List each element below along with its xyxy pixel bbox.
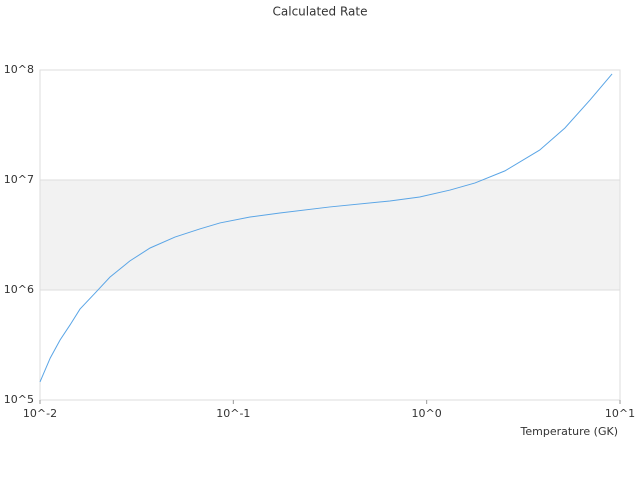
- data-line: [39, 73, 613, 383]
- band: [40, 180, 620, 290]
- chart-title: Calculated Rate: [273, 5, 368, 19]
- x-tick-label: 10^0: [412, 407, 442, 420]
- x-tick-label: 10^-2: [23, 407, 57, 420]
- x-tick-label: 10^1: [605, 407, 635, 420]
- y-tick-label: 10^5: [4, 393, 34, 406]
- x-axis-label: Temperature (GK): [520, 425, 619, 438]
- y-tick-label: 10^8: [4, 63, 34, 76]
- y-tick-label: 10^6: [4, 283, 34, 296]
- y-tick-label: 10^7: [4, 173, 34, 186]
- x-tick-label: 10^-1: [216, 407, 250, 420]
